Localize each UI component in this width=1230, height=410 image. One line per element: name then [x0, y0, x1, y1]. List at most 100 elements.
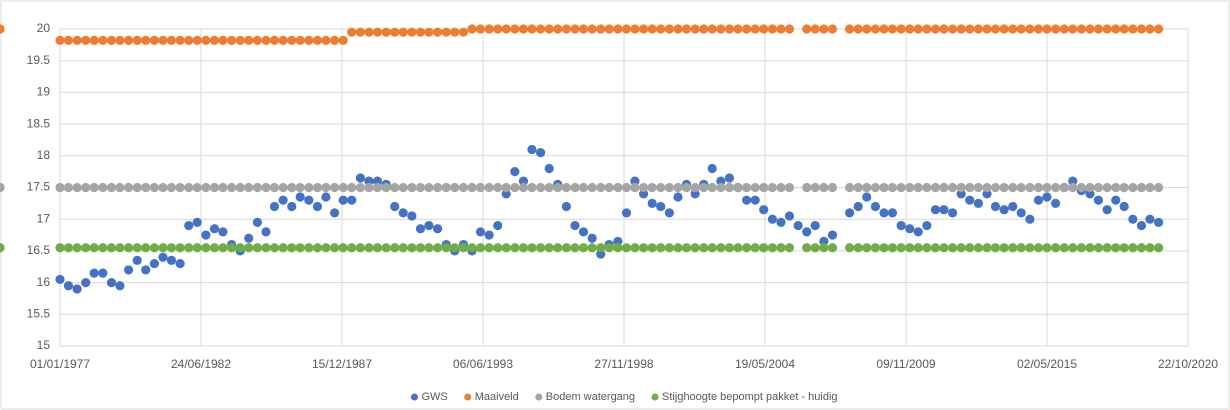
- point: [166, 35, 177, 46]
- point: [252, 182, 262, 193]
- point: [493, 243, 503, 253]
- point: [510, 167, 520, 177]
- point: [990, 201, 1001, 212]
- point: [184, 182, 194, 193]
- point: [1076, 24, 1087, 34]
- point: [922, 220, 932, 231]
- point: [63, 243, 74, 253]
- point: [1102, 24, 1112, 34]
- point: [596, 182, 606, 193]
- point: [390, 243, 400, 253]
- point: [355, 27, 366, 37]
- point: [810, 243, 820, 253]
- point: [1042, 24, 1052, 34]
- point: [879, 182, 889, 193]
- legend-marker: [464, 393, 472, 401]
- point: [424, 220, 434, 231]
- point: [802, 24, 812, 34]
- point: [716, 182, 726, 193]
- point: [493, 220, 503, 231]
- point: [965, 24, 975, 34]
- point: [664, 182, 675, 193]
- point: [699, 243, 709, 253]
- point: [252, 35, 262, 46]
- point: [879, 243, 889, 253]
- point: [741, 24, 752, 34]
- point: [1068, 176, 1078, 186]
- point: [364, 27, 374, 37]
- point: [784, 243, 795, 253]
- point: [166, 255, 177, 266]
- point: [141, 265, 151, 275]
- point: [381, 182, 391, 193]
- point: [98, 268, 108, 278]
- legend-marker: [535, 393, 543, 401]
- point: [664, 208, 675, 218]
- point: [887, 243, 898, 253]
- x-tick-label: 09/11/2009: [876, 357, 935, 371]
- point: [1025, 24, 1035, 34]
- point: [887, 208, 898, 218]
- y-tick-label: 18: [37, 148, 51, 162]
- point: [1051, 24, 1061, 34]
- x-tick-label: 24/06/1982: [171, 357, 231, 371]
- point: [793, 220, 803, 231]
- point: [261, 243, 271, 253]
- point: [630, 182, 640, 193]
- point: [287, 35, 297, 46]
- legend: GWS Maaiveld Bodem watergang Stijghoogte be…: [410, 391, 838, 403]
- point: [372, 27, 383, 37]
- point: [415, 243, 426, 253]
- point: [621, 182, 632, 193]
- point: [596, 243, 606, 253]
- point: [699, 182, 709, 193]
- point: [295, 35, 305, 46]
- y-tick-label: 19.5: [27, 53, 51, 67]
- point: [304, 182, 314, 193]
- y-tick-label: 17: [37, 211, 51, 225]
- point: [1111, 182, 1121, 193]
- point: [484, 182, 494, 193]
- point: [1128, 182, 1138, 193]
- point: [544, 243, 554, 253]
- point: [381, 243, 391, 253]
- point: [965, 195, 975, 205]
- point: [1093, 195, 1104, 205]
- point: [810, 220, 820, 231]
- point: [741, 182, 752, 193]
- point: [175, 35, 185, 46]
- point: [750, 195, 760, 205]
- point: [784, 211, 795, 221]
- point: [132, 243, 142, 253]
- point: [0, 182, 5, 193]
- point: [1051, 198, 1061, 208]
- point: [887, 24, 898, 34]
- point: [1145, 214, 1155, 224]
- point: [570, 243, 580, 253]
- point: [896, 182, 906, 193]
- point: [106, 182, 117, 193]
- legend-label: Maaiveld: [475, 391, 519, 403]
- point: [312, 182, 323, 193]
- point: [750, 24, 760, 34]
- point: [1008, 201, 1018, 212]
- point: [1136, 220, 1147, 231]
- point: [759, 243, 769, 253]
- point: [570, 220, 580, 231]
- point: [819, 236, 829, 246]
- legend-label: Stijghoogte bepompt pakket - huidig: [662, 391, 838, 403]
- point: [149, 182, 159, 193]
- point: [724, 24, 735, 34]
- point: [518, 24, 529, 34]
- point: [802, 243, 812, 253]
- point: [535, 243, 546, 253]
- point: [287, 182, 297, 193]
- point: [990, 182, 1001, 193]
- x-tick-label: 02/05/2015: [1017, 357, 1077, 371]
- point: [767, 214, 778, 224]
- point: [89, 268, 99, 278]
- point: [372, 182, 383, 193]
- point: [690, 24, 700, 34]
- point: [819, 24, 829, 34]
- point: [175, 258, 185, 269]
